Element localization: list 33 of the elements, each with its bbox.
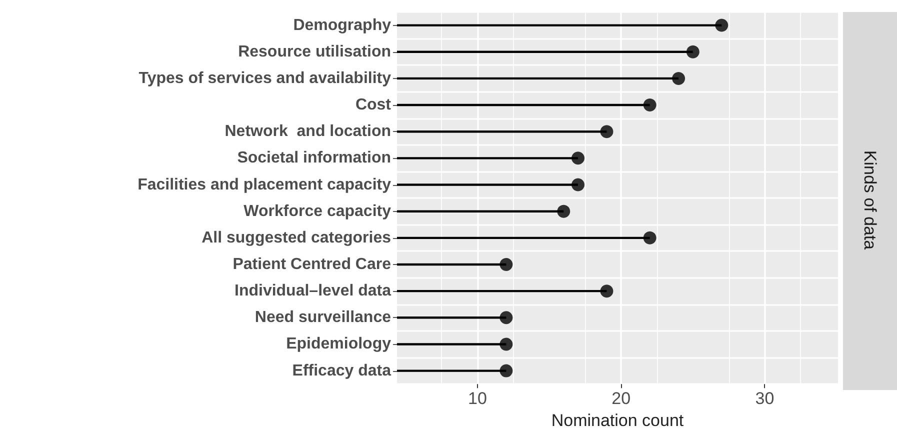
y-tick-label: Need surveillance [254, 309, 392, 326]
point [600, 125, 614, 138]
y-tick-label: Types of services and availability [138, 70, 392, 87]
y-tick-label: Resource utilisation [238, 43, 391, 60]
point [672, 72, 686, 85]
point [557, 204, 570, 218]
y-tick-label: Facilities and placement capacity [138, 176, 392, 194]
point [572, 178, 584, 192]
text: Kinds of data [860, 150, 880, 250]
y-tick-label: Societal information [237, 150, 391, 167]
point [600, 284, 614, 298]
point [643, 98, 656, 112]
x-tick-label: 20 [612, 389, 631, 408]
point [500, 364, 513, 378]
point [643, 231, 656, 244]
point [572, 152, 584, 165]
x-tick-label: 10 [468, 389, 487, 408]
x-tick-label: 30 [755, 389, 774, 408]
point [686, 45, 700, 58]
y-tick-label: Epidemiology [286, 336, 392, 353]
y-tick-label: Demography [293, 16, 392, 34]
y-tick-label: Workforce capacity [244, 202, 392, 220]
y-tick-label: Efficacy data [292, 362, 392, 380]
y-tick-label: Network and location [224, 123, 391, 140]
point [500, 338, 513, 351]
point [500, 311, 513, 324]
point [715, 18, 728, 32]
y-tick-label: Cost [355, 96, 392, 114]
point [500, 258, 513, 271]
y-tick-label: Individual–level data [234, 282, 392, 300]
x-axis-title: Nomination count [551, 411, 684, 430]
y-tick-label: All suggested categories [202, 229, 392, 246]
y-tick-label: Patient Centred Care [232, 256, 392, 273]
